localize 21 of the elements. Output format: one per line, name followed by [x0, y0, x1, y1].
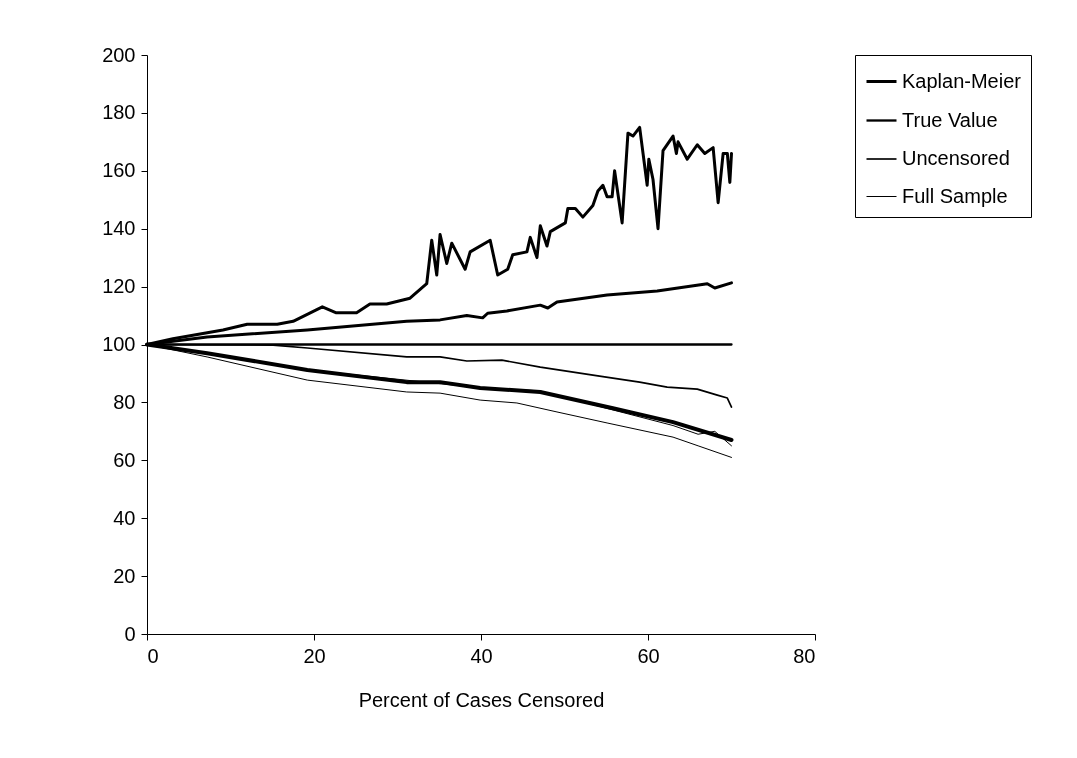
y-tick-label: 60	[113, 448, 136, 471]
x-tick-label: 40	[470, 644, 493, 667]
x-axis-title: Percent of Cases Censored	[358, 688, 605, 711]
y-tick-label: 160	[102, 159, 136, 182]
y-tick-label: 180	[102, 101, 136, 124]
legend-label: Uncensored	[902, 147, 1010, 169]
y-tick-label: 80	[113, 390, 136, 413]
y-tick-label: 100	[102, 333, 136, 355]
legend-label: True Value	[902, 108, 998, 131]
legend-label: Kaplan-Meier	[902, 69, 1022, 92]
x-tick-label: 80	[793, 644, 816, 667]
x-tick-label: 0	[147, 644, 159, 667]
x-tick-label: 60	[637, 644, 660, 667]
x-tick-label: 20	[303, 644, 326, 667]
y-tick-label: 140	[102, 217, 136, 240]
y-tick-label: 40	[113, 506, 136, 529]
y-tick-label: 0	[124, 622, 136, 645]
y-tick-label: 20	[113, 564, 136, 587]
y-tick-label: 120	[102, 275, 136, 298]
y-tick-label: 200	[102, 43, 136, 66]
legend-label: Full Sample	[902, 184, 1008, 207]
